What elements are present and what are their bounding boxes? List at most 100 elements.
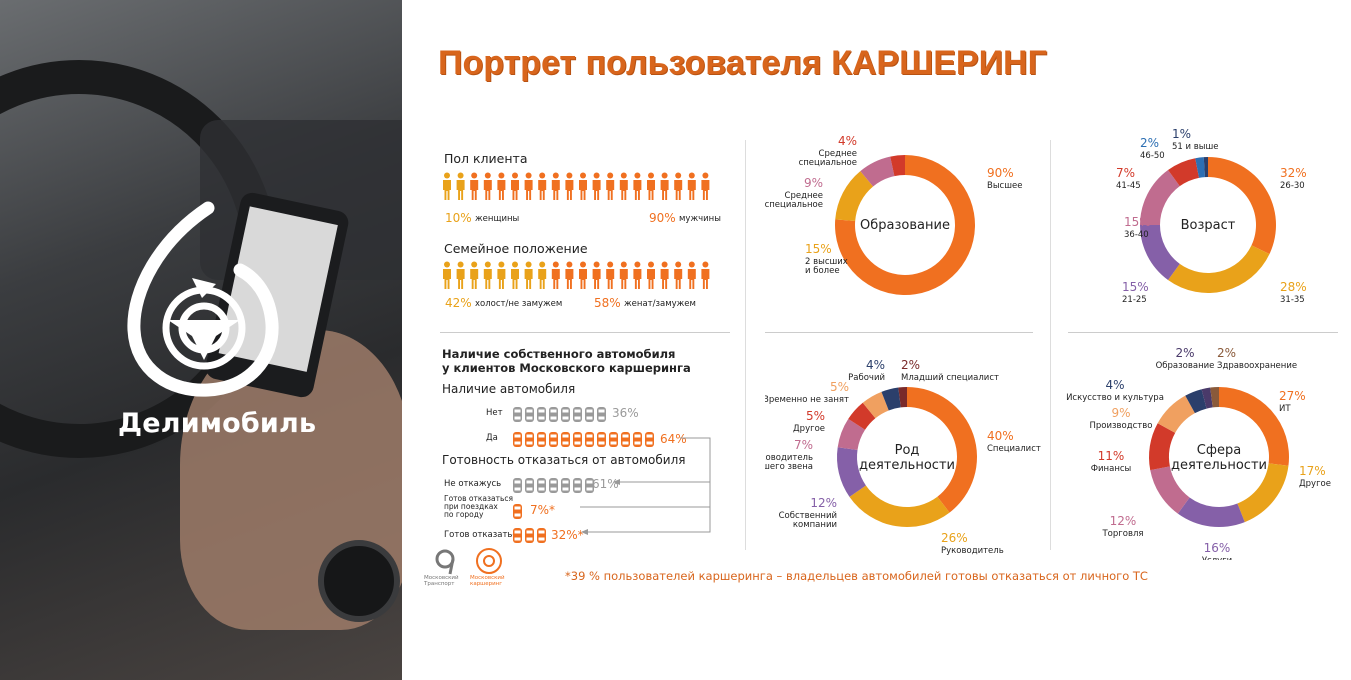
donut-pct-label: 2% [1175, 346, 1194, 360]
person-icon [511, 172, 519, 200]
donut-title: Сфера [1197, 443, 1241, 458]
person-icon [443, 172, 451, 200]
person-icon [456, 172, 465, 200]
car-icon [513, 478, 522, 493]
donut-slice [1157, 395, 1195, 433]
car-icon [537, 478, 546, 493]
person-icon [606, 172, 615, 200]
donut-pct-label: 26% [941, 531, 968, 545]
person-icon [592, 261, 601, 289]
person-icon [660, 172, 669, 200]
donut-pct-label: 28% [1280, 280, 1307, 294]
car-icon [525, 432, 534, 447]
donut-category-label: Специалист [987, 444, 1041, 454]
person-icon [592, 172, 601, 200]
person-icon [456, 261, 465, 289]
car-icon [597, 432, 606, 447]
person-icon [538, 261, 547, 289]
married-label: женат/замужем [624, 299, 696, 309]
donut-category-label: Искусство и культура [1066, 393, 1164, 403]
person-icon [524, 172, 533, 200]
brand-name: Делимобиль [118, 408, 317, 439]
donut-category-label: 36-40 [1124, 230, 1149, 240]
car-icons-no [512, 405, 612, 427]
donut-pct-label: 12% [810, 496, 837, 510]
ready-label: Готов отказаться [444, 530, 523, 540]
car-icon [621, 432, 630, 447]
car-icon [561, 432, 570, 447]
person-icon [606, 261, 615, 289]
donut-category-label: 26-30 [1280, 181, 1305, 191]
donut-slice [1210, 387, 1219, 408]
car-icon [525, 528, 534, 543]
person-icon [565, 172, 574, 200]
car-icons-yes [512, 430, 660, 452]
donut-pct-label: 2% [1140, 136, 1159, 150]
donut-pct-label: 7% [794, 438, 813, 452]
family-icon-row [442, 261, 742, 291]
donut-slice [1168, 158, 1200, 187]
donut-category-label: Образование [1156, 361, 1215, 371]
gender-icon-row [442, 172, 742, 202]
divider [1068, 332, 1338, 333]
person-icon [701, 172, 710, 200]
person-icon [551, 261, 560, 289]
person-icon [565, 261, 574, 289]
person-icon [443, 261, 451, 289]
occupation-donut-chart: Роддеятельности40%Специалист26%Руководит… [765, 358, 1041, 556]
person-icon [579, 172, 587, 200]
donut-pct-label: 5% [806, 409, 825, 423]
city-label-line-3: по городу [444, 510, 484, 519]
donut-slice [1177, 497, 1245, 527]
donut-pct-label: 2% [901, 358, 920, 372]
car-icon [513, 432, 522, 447]
donut-slice [862, 391, 889, 419]
car-icons-ready [512, 526, 552, 548]
car-icon [585, 432, 594, 447]
donut-category-label: Здравоохранение [1217, 361, 1297, 371]
donut-category-label: 31-35 [1280, 295, 1305, 305]
car-icon [609, 432, 618, 447]
donut-pct-label: 40% [987, 429, 1014, 443]
delimobil-logo-icon [127, 201, 279, 397]
donut-slice [907, 387, 977, 513]
donut-slice [881, 387, 901, 411]
city-label-line-2: при поездках [444, 502, 498, 511]
donut-pct-label: 9% [1111, 406, 1130, 420]
donut-pct-label: 9% [804, 176, 823, 190]
car-icon [513, 407, 522, 422]
donut-category-label: Производство [1090, 421, 1153, 431]
donut-category-label: Среднее [785, 191, 823, 201]
married-pct: 58% [594, 296, 621, 310]
donut-pct-label: 7% [1116, 166, 1135, 180]
person-icon [497, 261, 506, 289]
donut-slice [1150, 466, 1190, 514]
person-icon [647, 172, 655, 200]
footnote: *39 % пользователей каршеринга – владель… [565, 569, 1148, 583]
person-icon [470, 172, 479, 200]
yes-pct: 64% [660, 432, 687, 446]
car-icon [561, 478, 570, 493]
car-heading-line-1: Наличие собственного автомобиля [442, 347, 676, 361]
donut-slice [1185, 389, 1207, 414]
person-icon [647, 261, 655, 289]
donut-title: Возраст [1181, 218, 1236, 233]
car-icon [573, 432, 582, 447]
car-icon [561, 407, 570, 422]
car-icon [513, 504, 522, 519]
donut-category-label: 51 и выше [1172, 142, 1218, 152]
men-label: мужчины [679, 214, 721, 224]
person-icon [619, 172, 628, 200]
car-icon [633, 432, 642, 447]
donut-pct-label: 15% [1124, 215, 1151, 229]
person-icon [551, 172, 560, 200]
knob-shape [318, 540, 400, 622]
readiness-heading: Готовность отказаться от автомобиля [442, 453, 686, 467]
person-icon [633, 261, 642, 289]
donut-slice [1203, 157, 1208, 178]
person-icon [483, 172, 492, 200]
ownership-heading: Наличие автомобиля [442, 382, 576, 396]
person-icon [497, 172, 506, 200]
person-icon [687, 172, 696, 200]
